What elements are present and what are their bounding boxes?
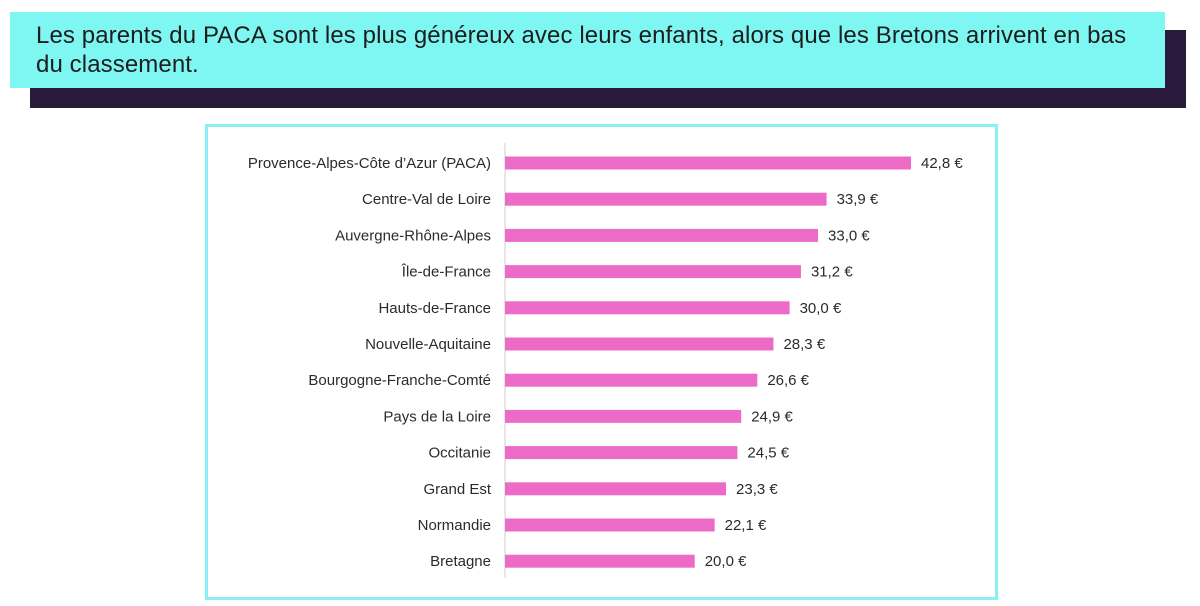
category-label: Normandie xyxy=(418,517,491,534)
value-label: 33,9 € xyxy=(837,191,879,208)
category-label: Centre-Val de Loire xyxy=(362,191,491,208)
bar-5 xyxy=(505,337,774,351)
bar-8 xyxy=(505,446,738,460)
value-label: 31,2 € xyxy=(811,264,853,281)
value-label: 24,9 € xyxy=(751,408,793,425)
category-label: Hauts-de-France xyxy=(378,300,491,317)
bar-3 xyxy=(505,265,801,279)
category-label: Occitanie xyxy=(428,445,491,462)
category-label: Bretagne xyxy=(430,553,491,570)
bar-10 xyxy=(505,518,715,532)
bar-4 xyxy=(505,301,790,315)
value-label: 20,0 € xyxy=(705,553,747,570)
category-label: Bourgogne-Franche-Comté xyxy=(308,372,491,389)
value-label: 24,5 € xyxy=(747,445,789,462)
category-label: Provence-Alpes-Côte d’Azur (PACA) xyxy=(248,155,491,172)
value-label: 23,3 € xyxy=(736,481,778,498)
value-label: 22,1 € xyxy=(725,517,767,534)
value-label: 33,0 € xyxy=(828,227,870,244)
title-banner: Les parents du PACA sont les plus génére… xyxy=(10,12,1165,88)
value-label: 26,6 € xyxy=(767,372,809,389)
bar-0 xyxy=(505,156,911,170)
category-label: Auvergne-Rhône-Alpes xyxy=(335,227,491,244)
bar-1 xyxy=(505,192,827,206)
bar-2 xyxy=(505,228,819,242)
category-label: Grand Est xyxy=(423,481,491,498)
category-label: Nouvelle-Aquitaine xyxy=(365,336,491,353)
bar-11 xyxy=(505,554,695,568)
bar-7 xyxy=(505,409,742,423)
value-label: 30,0 € xyxy=(800,300,842,317)
value-label: 28,3 € xyxy=(783,336,825,353)
category-label: Île-de-France xyxy=(401,264,491,281)
category-label: Pays de la Loire xyxy=(383,408,491,425)
bar-9 xyxy=(505,482,727,496)
value-label: 42,8 € xyxy=(921,155,963,172)
chart-title: Les parents du PACA sont les plus génére… xyxy=(36,22,1127,78)
bar-6 xyxy=(505,373,758,387)
